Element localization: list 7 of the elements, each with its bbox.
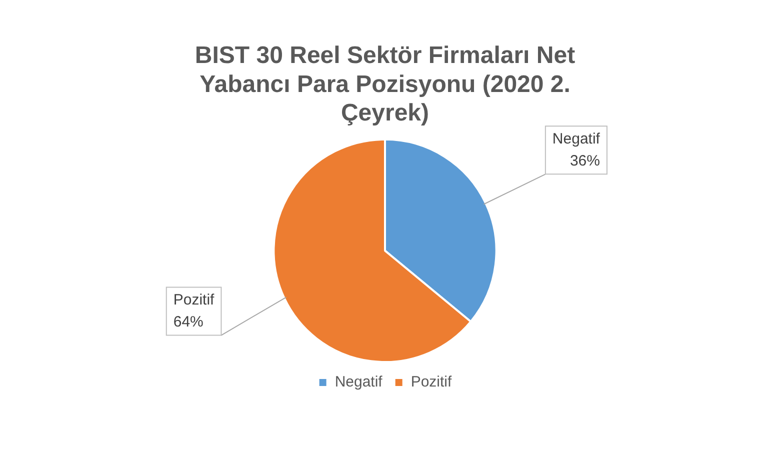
legend-label: Pozitif xyxy=(410,374,453,391)
chart-title: BIST 30 Reel Sektör Firmaları Net Yabancı Para Pozisyonu (2020 2. Çeyrek) xyxy=(194,42,576,127)
legend-label: Negatif xyxy=(334,374,384,391)
slice-label: Pozitif xyxy=(173,291,216,308)
slice-label: Negatif xyxy=(552,130,601,148)
data-label: 64% xyxy=(173,313,204,330)
data-label: 36% xyxy=(570,152,600,170)
